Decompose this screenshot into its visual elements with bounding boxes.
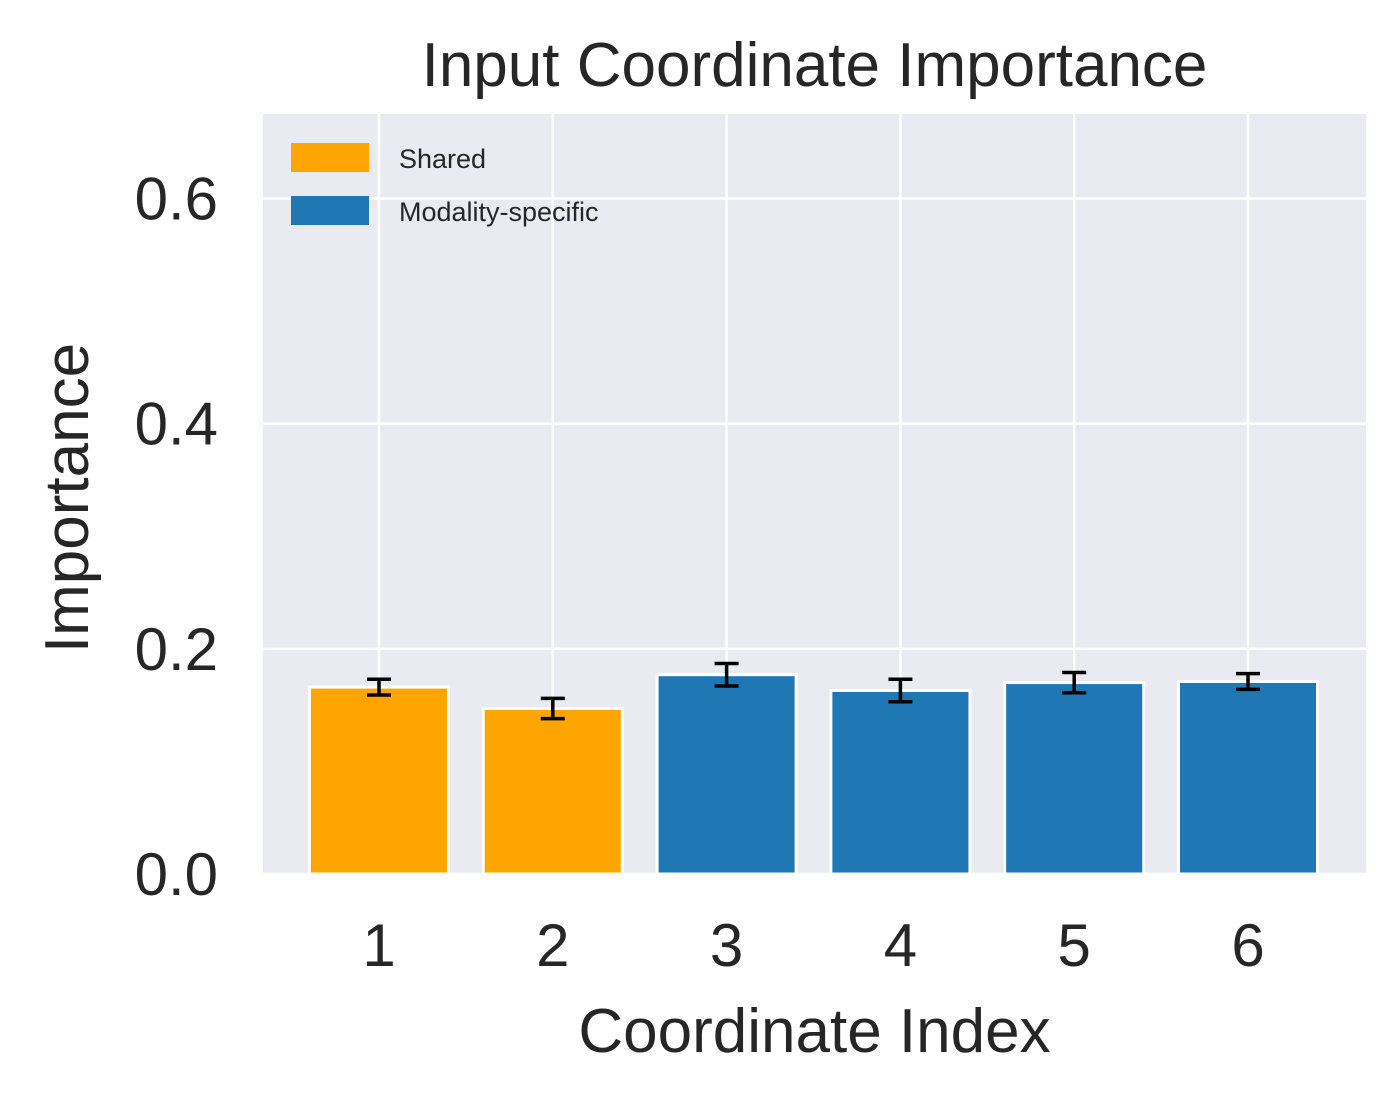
legend-label-modality-specific: Modality-specific [399,197,599,227]
legend: Shared Modality-specific [291,143,599,227]
bar-3 [655,673,798,876]
x-tick-label: 4 [884,912,917,979]
error-bar-5 [1062,670,1087,695]
x-tick-labels: 1 2 3 4 5 6 [362,912,1264,979]
error-bar-6 [1236,671,1260,692]
error-bar-4 [888,677,913,704]
error-bar-3 [714,661,739,688]
y-axis-label: Importance [33,343,102,653]
x-tick-label: 2 [536,912,569,979]
error-bar-2 [540,696,565,721]
legend-swatch-shared [291,143,369,172]
bar-6 [1176,679,1320,876]
bar-5 [1003,681,1146,876]
y-tick-label: 0.0 [135,841,218,908]
x-tick-label: 6 [1231,912,1264,979]
y-tick-label: 0.6 [135,165,218,232]
x-tick-label: 1 [362,912,395,979]
error-bar-1 [367,677,391,697]
x-tick-label: 5 [1058,912,1091,979]
legend-swatch-modality-specific [291,196,369,225]
bar-4 [829,688,972,876]
bar-2 [481,706,624,876]
y-tick-label: 0.2 [135,616,218,683]
legend-label-shared: Shared [399,144,486,174]
y-tick-labels: 0.0 0.2 0.4 0.6 [135,165,218,908]
x-tick-label: 3 [710,912,743,979]
bar-1 [307,685,451,876]
bars [307,673,1320,876]
error-bars [367,661,1260,721]
y-tick-label: 0.4 [135,391,218,458]
chart-title: Input Coordinate Importance [422,31,1208,100]
x-axis-label: Coordinate Index [578,997,1050,1066]
